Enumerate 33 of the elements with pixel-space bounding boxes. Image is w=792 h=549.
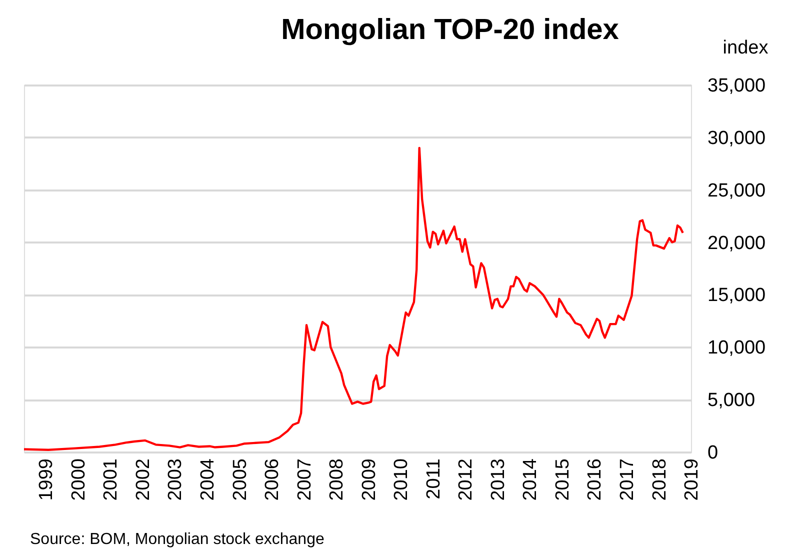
x-tick-label: 2005 [230, 458, 251, 501]
y-tick-label: 25,000 [708, 180, 766, 202]
y-tick-label: 20,000 [708, 232, 766, 254]
x-tick-label: 2003 [165, 458, 186, 501]
x-tick-label: 2012 [456, 458, 477, 501]
x-tick-label: 1999 [36, 458, 58, 501]
x-tick-label: 2016 [584, 458, 606, 501]
y-tick-label: 35,000 [708, 76, 766, 96]
x-tick-label: 2000 [68, 458, 90, 501]
y-tick-label: 0 [708, 442, 718, 464]
x-tick-label: 2017 [617, 458, 638, 501]
line-series [22, 146, 684, 452]
x-tick-label: 2006 [262, 458, 284, 501]
x-tick-label: 2001 [100, 458, 122, 501]
x-tick-label: 2008 [326, 458, 348, 501]
y-tick-label: 10,000 [708, 338, 766, 359]
x-tick-label: 2015 [552, 458, 574, 501]
x-tick-label: 2013 [488, 458, 509, 501]
x-tick-label: 2018 [649, 458, 670, 501]
y-tick-label: 30,000 [708, 128, 766, 149]
y-axis-title: index [722, 38, 769, 58]
source-note: Source: BOM, Mongolian stock exchange [30, 531, 324, 548]
x-tick-label: 2002 [132, 458, 154, 501]
x-tick-label: 2004 [197, 458, 218, 501]
x-tick-label: 2009 [358, 458, 380, 501]
x-tick-label: 2014 [520, 458, 542, 501]
x-tick-label: 2007 [294, 458, 316, 501]
chart-title: Mongolian TOP-20 index [281, 14, 619, 46]
x-tick-label: 2010 [391, 458, 412, 501]
x-tick-label: 2019 [682, 458, 702, 501]
x-tick-label: 2011 [423, 458, 444, 500]
y-tick-label: 15,000 [708, 285, 766, 306]
y-tick-label: 5,000 [708, 390, 756, 412]
